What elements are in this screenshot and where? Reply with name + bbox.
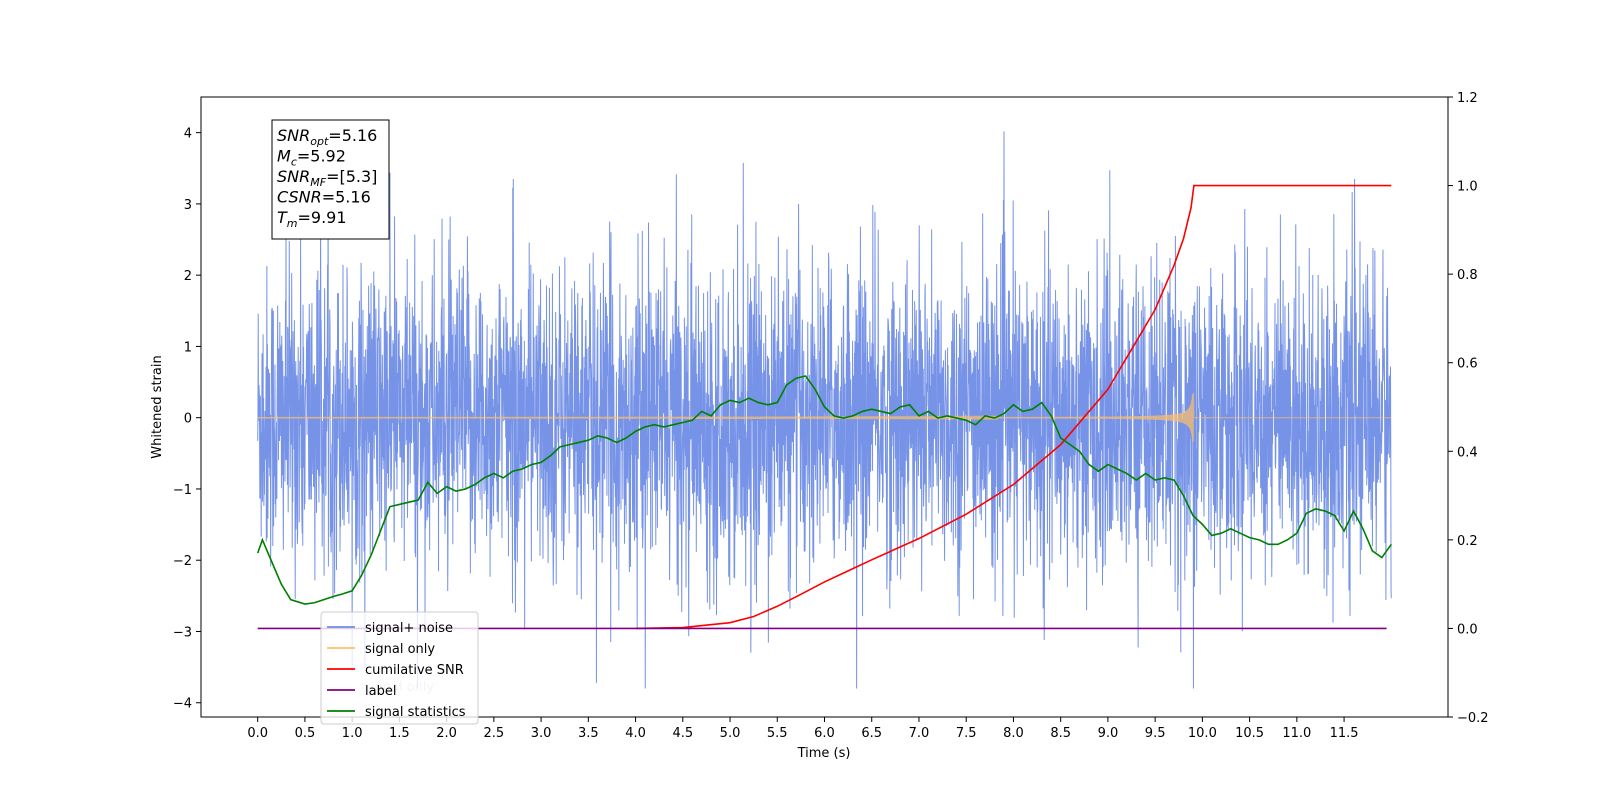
y-tick-label: −2 [173, 554, 192, 569]
x-tick-label: 4.0 [625, 726, 646, 741]
x-tick-label: 9.0 [1098, 726, 1119, 741]
x-tick-label: 9.5 [1145, 726, 1166, 741]
y-axis-left: −4 −3 −2 −1 0 1 2 3 4 [173, 127, 201, 712]
annotation-line: CSNR=5.16 [277, 188, 371, 207]
annotation-frame [271, 119, 390, 240]
legend-entry: signal only [365, 642, 435, 657]
legend-entry: signal+ noise [365, 621, 453, 636]
x-tick-label: 0.5 [295, 726, 316, 741]
y-tick-label: 2 [184, 269, 192, 284]
y2-tick-label: 0.8 [1457, 268, 1478, 283]
y2-tick-label: 0.6 [1457, 357, 1478, 372]
annotation-line: SNRopt=5.16 [277, 126, 377, 148]
x-tick-label: 10.0 [1188, 726, 1217, 741]
annotation-line: Mc=5.92 [277, 147, 346, 169]
x-tick-label: 3.0 [531, 726, 552, 741]
x-tick-label: 2.5 [484, 726, 505, 741]
y2-tick-label: 0.4 [1457, 445, 1478, 460]
x-tick-label: 6.5 [861, 726, 882, 741]
x-tick-label: 5.0 [720, 726, 741, 741]
legend-entry: cumilative SNR [365, 663, 464, 678]
series-signal-plus-noise [257, 131, 1392, 689]
x-tick-label: 11.0 [1282, 726, 1311, 741]
legend-entry: signal statistics [365, 705, 466, 720]
y-tick-label: −3 [173, 625, 192, 640]
x-tick-label: 10.5 [1235, 726, 1264, 741]
y2-tick-label: 0.2 [1457, 534, 1478, 549]
y-tick-label: 0 [184, 412, 192, 427]
annotation-line: SNRMF=[5.3] [277, 167, 377, 189]
series-signal-statistics [256, 375, 1392, 605]
x-tick-label: 6.0 [814, 726, 835, 741]
x-tick-label: 1.5 [389, 726, 410, 741]
x-tick-label: 8.0 [1003, 726, 1024, 741]
legend-frame [320, 611, 479, 725]
x-tick-label: 7.5 [956, 726, 977, 741]
x-tick-label: 11.5 [1330, 726, 1359, 741]
y-tick-label: −1 [173, 483, 192, 498]
y-tick-label: 1 [184, 340, 192, 355]
legend-entry: label [365, 684, 396, 699]
x-tick-label: 2.0 [436, 726, 457, 741]
x-tick-label: 7.0 [909, 726, 930, 741]
x-tick-label: 4.5 [672, 726, 693, 741]
x-tick-label: 5.5 [767, 726, 788, 741]
y-tick-label: 3 [184, 198, 192, 213]
y-axis-label: Whitened strain [150, 355, 165, 458]
x-tick-label: 8.5 [1050, 726, 1071, 741]
y2-tick-label: 1.0 [1457, 180, 1478, 195]
series-cumulative-snr [635, 184, 1392, 630]
y-tick-label: −4 [173, 697, 192, 712]
y-axis-right: −0.2 0.0 0.2 0.4 0.6 0.8 1.0 1.2 [1448, 91, 1489, 726]
y2-tick-label: −0.2 [1457, 711, 1489, 726]
stats-annotation-box: SNRopt=5.16Mc=5.92SNRMF=[5.3]CSNR=5.16Tm… [271, 119, 390, 240]
x-tick-label: 1.0 [342, 726, 363, 741]
y2-tick-label: 1.2 [1457, 91, 1478, 106]
x-axis: 0.0 0.5 1.0 1.5 2.0 2.5 3.0 3.5 4.0 4.5 5.0 5.5 6.0 6… [247, 717, 1359, 741]
x-axis-label: Time (s) [797, 746, 851, 761]
y2-tick-label: 0.0 [1457, 622, 1478, 637]
x-tick-label: 3.5 [578, 726, 599, 741]
series-signal-only [257, 393, 1392, 443]
x-tick-label: 0.0 [247, 726, 268, 741]
annotation-line: Tm=9.91 [277, 208, 347, 230]
y-tick-label: 4 [184, 127, 192, 142]
